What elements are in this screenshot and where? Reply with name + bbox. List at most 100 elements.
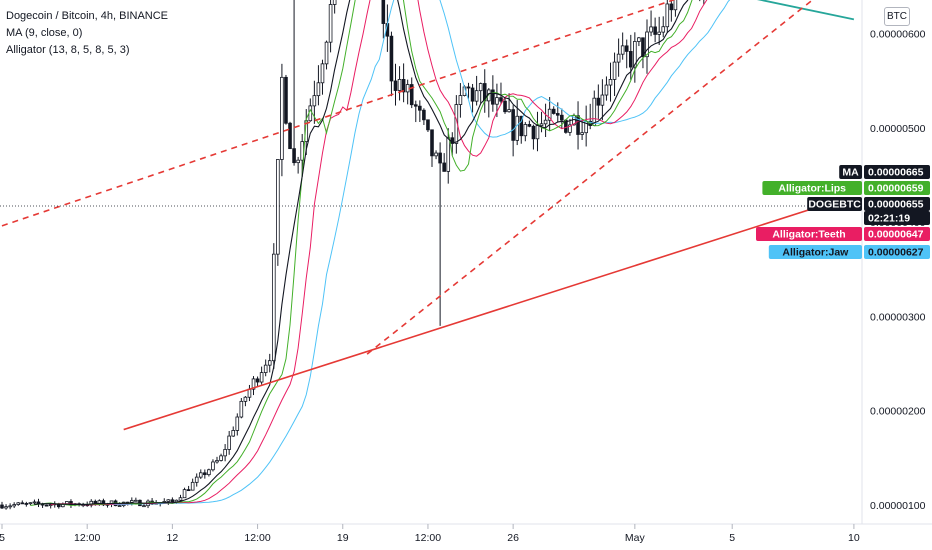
- candle-body: [628, 51, 633, 68]
- price-tag-label-bg: [756, 227, 862, 241]
- candle-body: [397, 79, 402, 91]
- price-tag-value: 0.00000665: [868, 167, 924, 179]
- candle-body: [44, 504, 49, 507]
- candle-body: [263, 364, 268, 373]
- price-tag-label: Alligator:Jaw: [782, 247, 849, 259]
- price-tag-label: DOGEBTC: [808, 199, 861, 211]
- candle-body: [190, 481, 195, 491]
- candle-body: [616, 53, 621, 63]
- price-tag: Alligator:Jaw 0.00000627: [768, 245, 930, 259]
- candle-body: [503, 100, 507, 113]
- candle-body: [215, 460, 219, 463]
- price-tag-label: Alligator:Teeth: [772, 229, 845, 241]
- price-tag: Alligator:Teeth 0.00000647: [756, 227, 930, 241]
- time-tick-label: 12: [167, 532, 179, 544]
- candle-body: [612, 61, 617, 80]
- candle-body: [243, 396, 248, 402]
- price-tick-label: 0.00000200: [870, 406, 926, 418]
- candle-body: [255, 378, 260, 383]
- time-tick-label: 12:00: [244, 532, 270, 544]
- candle-body: [669, 3, 674, 11]
- candle-body: [389, 35, 394, 82]
- candle-body: [434, 152, 438, 157]
- price-tag: MA 0.00000665: [839, 165, 930, 179]
- candle-body: [251, 378, 256, 390]
- price-tag: DOGEBTC 0.00000655: [807, 197, 930, 211]
- legend-ma[interactable]: MA (9, close, 0): [6, 27, 83, 39]
- trendlines-layer[interactable]: [0, 0, 878, 431]
- candle-body: [292, 148, 296, 164]
- price-axis[interactable]: 0.000001000.000002000.000003000.00000400…: [870, 0, 926, 513]
- time-tick-label: 5: [729, 532, 735, 544]
- candle-body: [93, 500, 98, 504]
- candle-body: [324, 41, 329, 65]
- candle-body: [409, 84, 414, 106]
- candle-body: [247, 388, 252, 398]
- price-tick-label: 0.00000300: [870, 311, 926, 323]
- price-tick-label: 0.00000600: [870, 29, 926, 41]
- trendline-red-dashed[interactable]: [0, 0, 854, 250]
- candle-body: [531, 125, 536, 140]
- price-tag-label-bg: [807, 197, 862, 211]
- candle-body: [637, 37, 641, 42]
- candle-body: [511, 109, 515, 141]
- candle-body: [117, 505, 122, 508]
- candle-body: [547, 108, 552, 121]
- price-tag-value-bg: [864, 227, 930, 241]
- candle-body: [539, 123, 544, 127]
- price-tags: MA 0.00000665 Alligator:Lips 0.00000659 DOGE…: [756, 165, 930, 259]
- currency-button[interactable]: BTC: [884, 7, 910, 26]
- candle-body: [284, 76, 288, 124]
- candle-body: [633, 41, 637, 68]
- candle-body: [665, 3, 670, 28]
- candle-body: [422, 109, 426, 121]
- candle-body: [499, 97, 503, 102]
- candle-body: [515, 115, 519, 141]
- candle-body: [223, 449, 227, 457]
- price-tag-value: 0.00000627: [868, 247, 924, 259]
- candle-body: [478, 83, 483, 92]
- price-tag-value-bg: [864, 211, 930, 225]
- candle-body: [48, 504, 53, 507]
- candle-body: [470, 87, 475, 102]
- time-axis[interactable]: 5 12:00 12 12:00 19 12:00 26 May 5 10: [0, 524, 860, 544]
- candle-body: [527, 124, 532, 127]
- time-tick-label: 26: [507, 532, 519, 544]
- candle-body: [393, 80, 398, 91]
- time-tick-label: 12:00: [74, 532, 100, 544]
- candle-body: [207, 469, 211, 476]
- chart-legend: Dogecoin / Bitcoin, 4h, BINANCE MA (9, c…: [6, 8, 168, 59]
- candle-body: [328, 4, 333, 43]
- candle-body: [170, 499, 175, 503]
- candle-body: [276, 159, 280, 255]
- candle-body: [271, 253, 276, 362]
- candle-body: [413, 104, 418, 107]
- candle-body: [296, 159, 300, 164]
- candle-body: [130, 500, 134, 503]
- candle-body: [24, 503, 29, 505]
- candle-body: [219, 455, 223, 461]
- legend-title[interactable]: Dogecoin / Bitcoin, 4h, BINANCE: [6, 10, 169, 22]
- alligator-jaw-line: [83, 0, 731, 506]
- trendline-red-solid[interactable]: [123, 202, 830, 431]
- price-tag: 02:21:19: [864, 211, 930, 225]
- candle-body: [543, 119, 548, 125]
- candle-body: [495, 97, 499, 105]
- price-tag-label: Alligator:Lips: [778, 183, 846, 195]
- candle-body: [235, 416, 240, 431]
- candle-body: [134, 499, 138, 502]
- price-tick-label: 0.00000500: [870, 123, 926, 135]
- candle-body: [653, 26, 657, 35]
- indicators-layer: [30, 0, 731, 506]
- price-tag-label-bg: [839, 165, 862, 179]
- trendline-red-dashed[interactable]: [366, 0, 829, 355]
- candle-body: [312, 95, 317, 107]
- candle-body: [442, 162, 446, 172]
- candle-body: [178, 497, 183, 501]
- price-tag-label-bg: [762, 181, 862, 195]
- price-tag-value: 02:21:19: [868, 213, 910, 225]
- candle-body: [560, 114, 564, 121]
- legend-alligator[interactable]: Alligator (13, 8, 5, 8, 5, 3): [6, 44, 130, 56]
- time-tick-label: 10: [848, 532, 860, 544]
